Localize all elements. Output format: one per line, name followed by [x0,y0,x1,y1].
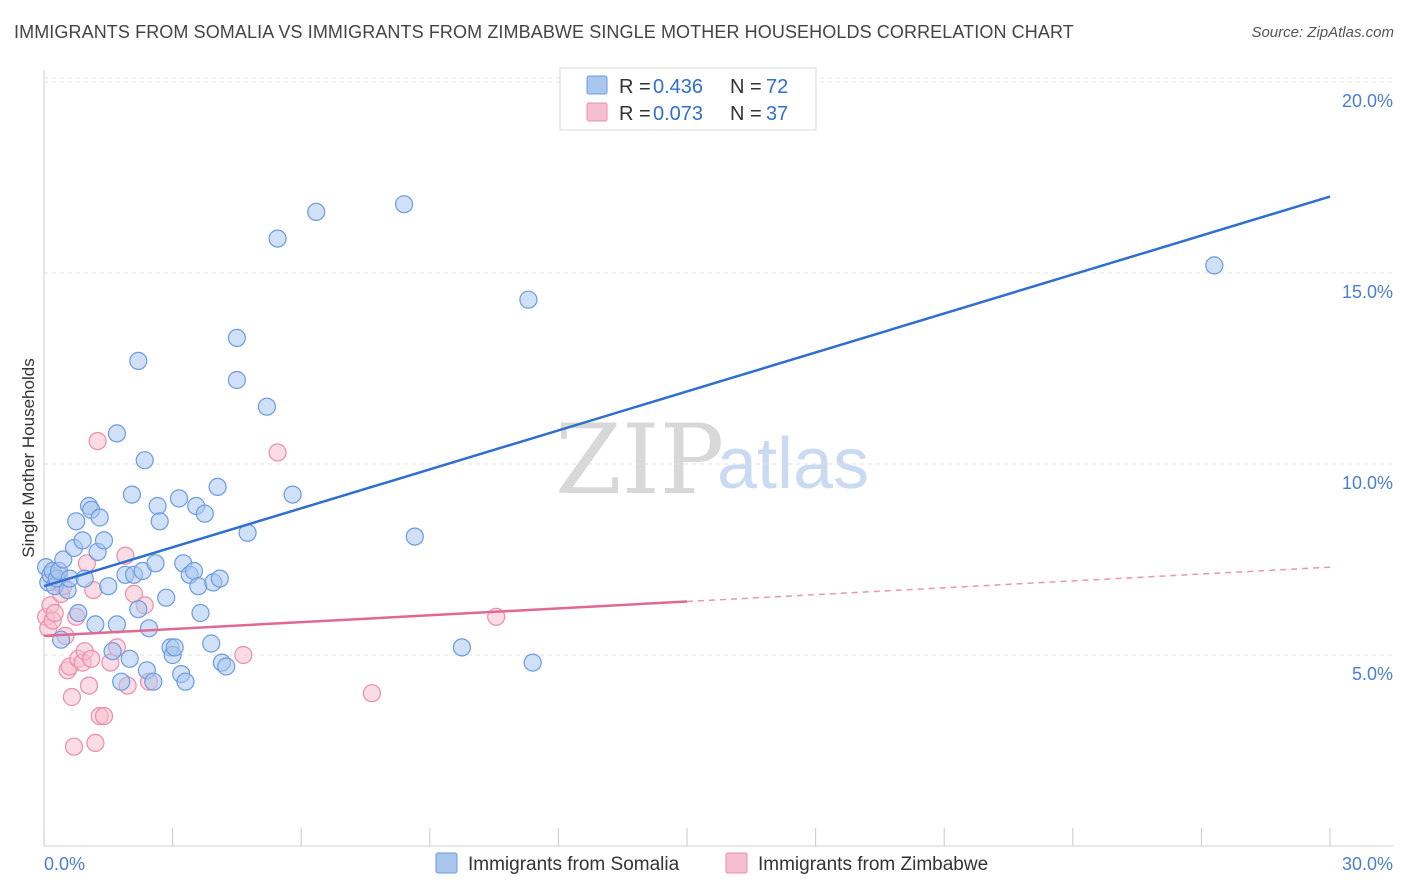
x-tick-label-max: 30.0% [1342,854,1393,874]
somalia-point [307,202,326,221]
bottom-legend-zimbabwe: Immigrants from Zimbabwe [758,854,988,875]
y-tick-label: 20.0% [1342,91,1393,111]
somalia-point [129,600,148,619]
somalia-point [107,424,127,443]
somalia-point [405,527,424,546]
source-credit: Source: ZipAtlas.com [1251,24,1394,41]
somalia-point [144,672,163,691]
zimbabwe-point [86,733,105,753]
somalia-point [227,370,246,390]
top-legend: R = 0.436 N = 72 R = 0.073 N = 37 [559,67,817,131]
somalia-point [217,657,236,676]
somalia-point [122,485,141,504]
y-tick-label: 5.0% [1352,664,1393,684]
zimbabwe-point [234,645,253,665]
zimbabwe-point [62,687,82,707]
somalia-point [86,615,105,634]
somalia-point [452,638,471,657]
y-tick-labels: 5.0% 10.0% 15.0% 20.0% [1342,91,1393,684]
zimbabwe-point [88,432,107,451]
zimbabwe-trend-line [43,600,688,638]
bottom-legend-swatch-somalia [435,852,458,874]
gridlines [44,77,1393,656]
somalia-point [176,672,195,691]
somalia-point [73,531,92,550]
somalia-point [120,649,139,668]
somalia-point [184,561,204,581]
legend-r-zimbabwe: 0.073 [653,103,703,125]
somalia-point [257,397,276,416]
legend-n-somalia: 72 [766,76,788,98]
somalia-point [150,512,169,531]
zimbabwe-point [64,737,84,756]
somalia-point [148,496,167,516]
watermark-zip: ZIP [555,404,724,516]
zimbabwe-point [79,676,99,695]
legend-swatch-zimbabwe [586,102,608,122]
legend-n-label-zimbabwe: N = [730,103,762,125]
x-axis-ticks [43,828,1331,846]
somalia-point [135,451,154,470]
bottom-legend-swatch-zimbabwe [725,852,748,874]
y-tick-label: 10.0% [1342,473,1393,493]
zimbabwe-point [82,649,101,668]
zimbabwe-point [362,684,381,703]
legend-n-zimbabwe: 37 [766,103,788,125]
bottom-legend-somalia: Immigrants from Somalia [468,854,680,875]
somalia-point [165,638,184,657]
somalia-point [210,569,229,588]
somalia-point [112,672,131,691]
somalia-point [189,577,208,596]
somalia-point [90,508,109,527]
somalia-point [519,290,538,309]
legend-r-label-somalia: R = [619,76,651,98]
zimbabwe-point [45,603,64,623]
bottom-legend: Immigrants from Somalia Immigrants from … [435,852,988,875]
somalia-point [69,603,88,623]
legend-n-label-somalia: N = [730,76,762,98]
zimbabwe-point [94,706,114,726]
somalia-point [67,512,86,531]
somalia-point [202,634,221,653]
somalia-point [129,351,148,370]
somalia-trend-line [43,195,1331,588]
somalia-point [94,531,114,550]
somalia-point [1205,256,1224,275]
somalia-point [146,554,165,573]
somalia-point [103,642,122,661]
chart-title: IMMIGRANTS FROM SOMALIA VS IMMIGRANTS FR… [14,22,1074,42]
somalia-point [395,195,414,214]
y-tick-label: 15.0% [1342,282,1393,302]
somalia-point [191,603,210,623]
y-axis-title: Single Mother Households [19,358,38,557]
zimbabwe-trend-extension [686,566,1331,603]
x-tick-label-min: 0.0% [44,854,85,874]
somalia-point [157,588,176,607]
somalia-point [54,550,73,569]
somalia-point [195,504,214,523]
somalia-point [523,653,542,672]
somalia-point [139,619,159,638]
somalia-points [36,195,1224,691]
somalia-point [99,577,118,596]
legend-r-somalia: 0.436 [653,76,703,98]
legend-swatch-somalia [586,75,608,95]
somalia-point [268,229,287,248]
legend-r-label-zimbabwe: R = [619,103,651,125]
somalia-point [227,328,246,347]
trend-lines [43,195,1331,638]
somalia-point [283,485,302,504]
somalia-point [107,615,127,634]
zimbabwe-point [268,443,287,462]
somalia-point [169,489,189,508]
somalia-point [208,477,227,496]
